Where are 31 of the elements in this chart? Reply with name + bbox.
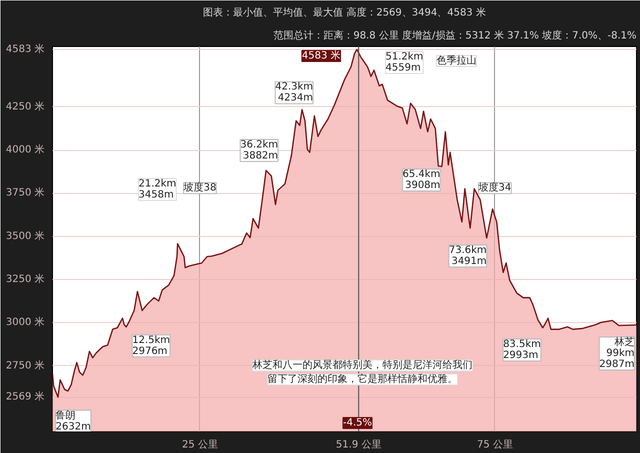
annotation: 林芝和八一的风景都特别美，特别是尼洋河给我们 bbox=[252, 359, 472, 371]
y-tick-label: 4250 米 bbox=[6, 100, 45, 112]
y-tick-label: 3000 米 bbox=[6, 316, 45, 328]
annotation: 73.6km 3491m bbox=[448, 244, 487, 267]
x-tick-label: 25 公里 bbox=[182, 438, 218, 450]
annotation: 83.5km 2993m bbox=[503, 338, 541, 361]
annotation: 坡度38 bbox=[182, 182, 216, 194]
annotation: 51.2km 4559m bbox=[386, 52, 424, 74]
y-tick-label: 2569 米 bbox=[6, 390, 45, 403]
annotation: 36.2km 3882m bbox=[240, 139, 278, 162]
x-tick-label: 51.9 公里 bbox=[336, 438, 382, 450]
annotation: 4583 米 bbox=[302, 50, 341, 62]
annotation: 65.4km 3908m bbox=[402, 168, 440, 191]
y-tick-label: 3250 米 bbox=[6, 273, 45, 286]
chart-title: 图表：最小值、平均值、最大值 高度：2569、3494、4583 米 bbox=[203, 6, 486, 18]
annotation: 色季拉山 bbox=[436, 54, 476, 66]
annotation: -4.5% bbox=[342, 418, 372, 428]
annotation: 留下了深刻的印象，它是那样恬静和优雅。 bbox=[268, 373, 458, 385]
x-tick-label: 75 公里 bbox=[476, 438, 513, 450]
annotation: 21.2km 3458m bbox=[138, 178, 176, 200]
annotation: 坡度34 bbox=[478, 182, 512, 194]
chart-subtitle: 范围总计：距离：98.8 公里 度增益/损益：5312 米 37.1% 坡度：7.0%、-8.1% bbox=[273, 30, 637, 42]
annotation: 林芝 99km 2987m bbox=[599, 336, 635, 370]
annotation: 42.3km 4234m bbox=[275, 82, 314, 104]
y-tick-label: 3750 米 bbox=[6, 186, 45, 199]
y-tick-label: 4583 米 bbox=[6, 42, 45, 55]
y-tick-label: 4000 米 bbox=[6, 144, 45, 156]
y-tick-label: 2750 米 bbox=[6, 359, 45, 372]
annotation: 12.5km 2976m bbox=[132, 334, 170, 357]
annotation: 鲁朗 2632m bbox=[56, 409, 91, 432]
y-tick-label: 3500 米 bbox=[6, 230, 45, 242]
